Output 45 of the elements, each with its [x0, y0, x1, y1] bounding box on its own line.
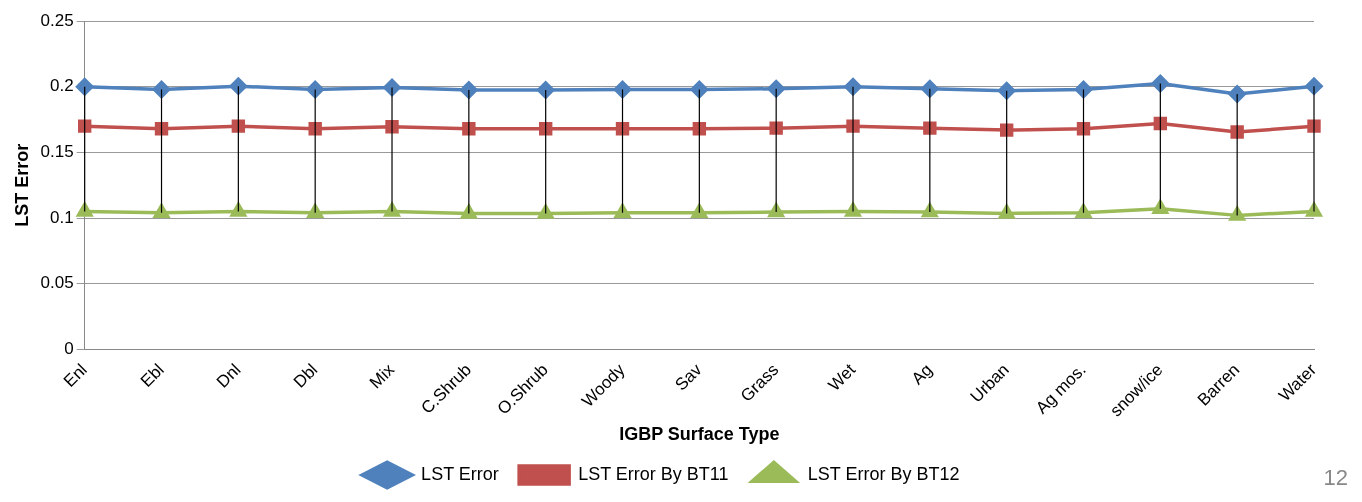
point: [1230, 125, 1244, 139]
x-tick-label: Dnl: [213, 360, 245, 392]
point: [152, 80, 171, 99]
y-tick-label: 0: [64, 338, 74, 358]
legend-label: LST Error: [421, 463, 499, 484]
legend-label: LST Error By BT12: [807, 463, 960, 484]
point: [921, 80, 939, 98]
point: [75, 78, 94, 96]
point: [1151, 74, 1170, 93]
point: [229, 77, 248, 95]
point: [613, 80, 632, 99]
point: [306, 80, 324, 99]
point: [1074, 80, 1093, 99]
point: [768, 203, 784, 218]
x-tick-label: Enl: [60, 360, 91, 391]
x-tick-label: Dbl: [289, 360, 322, 392]
point: [1229, 206, 1245, 221]
x-tick-label: Ag mos.: [1032, 360, 1090, 418]
x-tick-label: Ag: [907, 360, 936, 389]
y-axis-title: LST Error: [11, 143, 32, 227]
point: [460, 81, 478, 99]
y-tick-label: 0.2: [50, 76, 74, 96]
point: [998, 204, 1015, 219]
x-tick-label: Sav: [671, 359, 706, 395]
y-tick-label: 0.15: [40, 142, 74, 162]
x-tick-label: Mix: [366, 359, 399, 393]
point: [767, 80, 785, 98]
point: [1228, 85, 1246, 103]
legend-label: LST Error By BT11: [578, 463, 729, 484]
point: [997, 81, 1016, 100]
y-tick-label: 0.05: [40, 273, 74, 293]
x-tick-label: Wet: [824, 359, 860, 395]
x-tick-label: Ebl: [136, 360, 168, 391]
point: [461, 204, 477, 219]
y-tick-label: 0.25: [40, 10, 74, 30]
x-axis-title: IGBP Surface Type: [619, 424, 780, 445]
point: [690, 80, 709, 99]
point: [922, 203, 938, 218]
point: [230, 202, 247, 217]
y-tick-label: 0.1: [50, 207, 74, 227]
point: [76, 202, 93, 217]
text: 12: [1323, 465, 1348, 491]
point: [537, 204, 554, 219]
point: [1153, 116, 1168, 131]
point: [536, 81, 555, 99]
